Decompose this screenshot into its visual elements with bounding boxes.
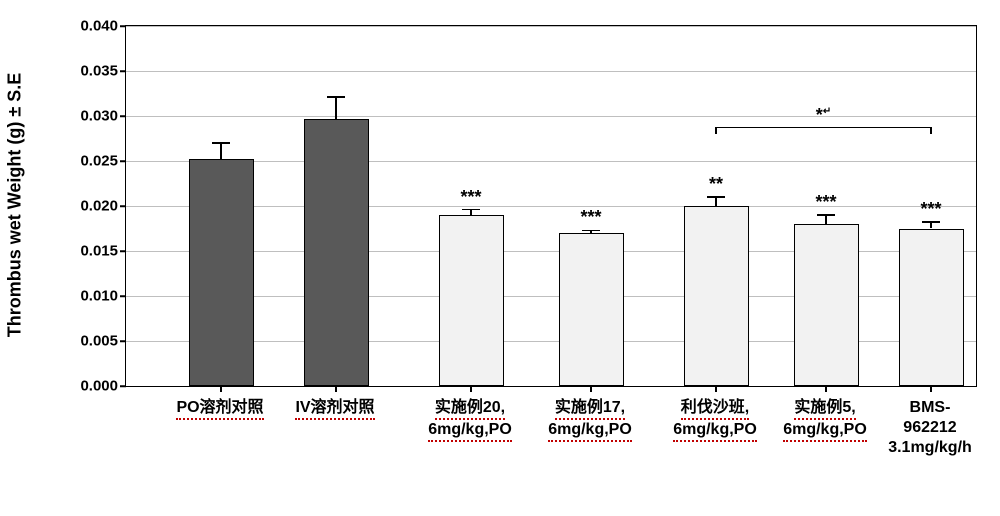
gridline <box>126 161 976 162</box>
error-bar <box>825 215 827 224</box>
comparison-bracket <box>716 127 931 129</box>
x-axis-label: IV溶剂对照 <box>275 398 395 420</box>
bar <box>304 119 369 386</box>
ytick-label: 0.005 <box>80 333 126 350</box>
plot-area: 0.0000.0050.0100.0150.0200.0250.0300.035… <box>125 25 977 387</box>
error-bar-cap <box>327 96 345 98</box>
gridline <box>126 71 976 72</box>
error-bar-cap <box>707 196 725 198</box>
ytick-label: 0.020 <box>80 198 126 215</box>
error-bar-cap <box>462 209 480 211</box>
significance-label: *** <box>460 187 481 208</box>
error-bar <box>930 222 932 228</box>
y-axis-label: Thrombus wet Weight (g) ± S.E <box>5 73 26 338</box>
bar <box>684 206 749 386</box>
gridline <box>126 116 976 117</box>
gridline <box>126 206 976 207</box>
error-bar <box>470 210 472 215</box>
significance-label: *** <box>580 207 601 228</box>
comparison-bracket-drop <box>715 127 717 134</box>
gridline <box>126 26 976 27</box>
error-bar <box>220 143 222 159</box>
x-axis-label: BMS-9622123.1mg/kg/h <box>870 398 990 458</box>
error-bar-cap <box>212 142 230 144</box>
x-axis-label: 实施例5,6mg/kg,PO <box>765 398 885 442</box>
x-axis-label: 实施例20,6mg/kg,PO <box>410 398 530 442</box>
x-axis-label: 利伐沙班,6mg/kg,PO <box>655 398 775 442</box>
bar <box>794 224 859 386</box>
ytick-label: 0.040 <box>80 18 126 35</box>
ytick-label: 0.025 <box>80 153 126 170</box>
comparison-bracket-drop <box>930 127 932 134</box>
error-bar <box>715 197 717 206</box>
error-bar-cap <box>922 221 940 223</box>
bar <box>559 233 624 386</box>
error-bar-cap <box>582 230 600 232</box>
significance-label: *** <box>920 199 941 220</box>
ytick-label: 0.000 <box>80 378 126 395</box>
bar <box>899 229 964 387</box>
error-bar-cap <box>817 214 835 216</box>
ytick-label: 0.035 <box>80 63 126 80</box>
bar <box>189 159 254 386</box>
ytick-label: 0.010 <box>80 288 126 305</box>
significance-label: ** <box>709 174 723 195</box>
significance-label: *** <box>815 192 836 213</box>
chart-container: Thrombus wet Weight (g) ± S.E 0.0000.005… <box>0 0 1000 516</box>
comparison-star: *↵ <box>816 105 831 126</box>
x-axis-label: 实施例17,6mg/kg,PO <box>530 398 650 442</box>
ytick-label: 0.030 <box>80 108 126 125</box>
x-axis-labels: PO溶剂对照IV溶剂对照实施例20,6mg/kg,PO实施例17,6mg/kg,… <box>125 390 975 510</box>
ytick-label: 0.015 <box>80 243 126 260</box>
bar <box>439 215 504 386</box>
error-bar <box>335 97 337 119</box>
x-axis-label: PO溶剂对照 <box>160 398 280 420</box>
